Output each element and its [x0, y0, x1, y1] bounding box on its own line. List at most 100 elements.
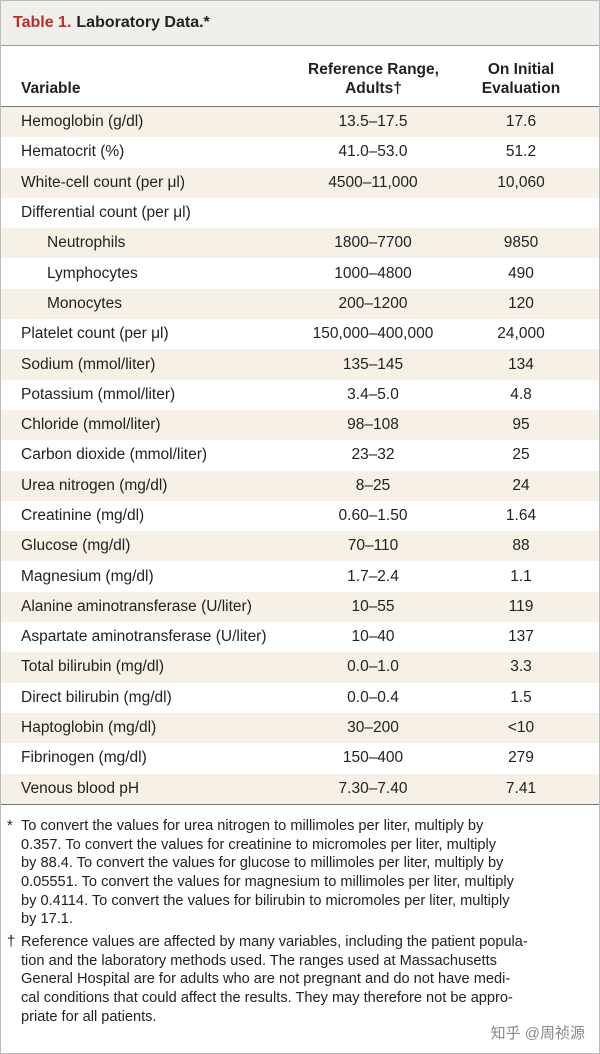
variable-cell: Lymphocytes — [47, 264, 138, 282]
variable-cell: Alanine aminotransferase (U/liter) — [21, 597, 252, 615]
variable-cell: Creatinine (mg/dl) — [21, 507, 145, 524]
value-cell: 4.8 — [510, 385, 532, 403]
reference-cell: 0.0–1.0 — [347, 658, 399, 676]
table-row: White-cell count (per μl) 4500–11,000 10,0… — [1, 167, 599, 198]
value-cell: 490 — [508, 264, 534, 282]
table-row: Fibrinogen (mg/dl) 150–400 279 — [1, 743, 599, 773]
value-cell: 24,000 — [497, 325, 545, 343]
footnote-symbol: * — [7, 817, 13, 834]
variable-cell: Aspartate aminotransferase (U/liter) — [21, 628, 267, 646]
title-bar: Table 1. Laboratory Data.* — [1, 1, 599, 46]
variable-cell: White-cell count (per μl) — [21, 173, 185, 191]
variable-cell: Venous blood pH — [21, 779, 140, 797]
value-cell: 24 — [512, 476, 530, 494]
table-row: Alanine aminotransferase (U/liter) 10–55 1… — [1, 591, 599, 623]
value-cell: <10 — [507, 719, 535, 737]
value-cell: 9850 — [503, 234, 539, 252]
variable-cell: Hemoglobin (g/dl) — [21, 113, 144, 131]
value-cell: 279 — [508, 749, 534, 767]
variable-cell: Neutrophils — [47, 234, 126, 252]
table-row: Magnesium (mg/dl) 1.7–2.4 1.1 — [1, 561, 599, 591]
footnote-line: 0.05551. To convert the values for magne… — [21, 873, 514, 890]
table-row: Creatinine (mg/dl) 0.60–1.50 1.64 — [1, 501, 599, 531]
value-cell: 51.2 — [505, 143, 537, 161]
variable-cell: Fibrinogen (mg/dl) — [21, 749, 147, 767]
table-row: Total bilirubin (mg/dl) 0.0–1.0 3.3 — [1, 652, 599, 683]
table-row: Carbon dioxide (mmol/liter) 23–32 25 — [1, 440, 599, 470]
variable-cell: Magnesium (mg/dl) — [21, 567, 154, 585]
table-row: Neutrophils 1800–7700 9850 — [1, 228, 599, 259]
reference-cell: 1800–7700 — [334, 234, 412, 252]
table-row: Differential count (per μl) — [1, 198, 599, 228]
value-cell: 10,060 — [497, 173, 545, 191]
reference-cell: 0.60–1.50 — [338, 507, 408, 524]
footnote: † Reference values are affected by many v… — [7, 933, 589, 1027]
value-cell: 7.41 — [505, 779, 537, 797]
footnote-line: by 17.1. — [21, 911, 73, 928]
table-row: Venous blood pH 7.30–7.40 7.41 — [1, 773, 599, 804]
value-cell: 1.1 — [510, 567, 532, 585]
reference-cell: 41.0–53.0 — [338, 143, 408, 161]
reference-cell: 98–108 — [347, 416, 399, 434]
reference-cell: 10–55 — [351, 597, 395, 615]
table-header: Variable Reference Range, Adults† On Ini… — [1, 46, 599, 107]
variable-cell: Monocytes — [47, 294, 122, 312]
footnote-symbol: † — [7, 934, 16, 951]
footnote-line: cal conditions that could affect the res… — [21, 990, 513, 1007]
reference-cell: 7.30–7.40 — [338, 779, 408, 797]
value-cell: 120 — [508, 294, 534, 312]
table-title: Laboratory Data.* — [76, 14, 210, 31]
footnote-body: Reference values are affected by many va… — [21, 933, 528, 1027]
value-cell: 88 — [512, 537, 530, 555]
variable-cell: Platelet count (per μl) — [21, 325, 169, 343]
reference-cell: 4500–11,000 — [328, 173, 418, 191]
table-row: Direct bilirubin (mg/dl) 0.0–0.4 1.5 — [1, 683, 599, 713]
variable-cell: Urea nitrogen (mg/dl) — [21, 476, 168, 494]
footnote-line: by 88.4. To convert the values for gluco… — [21, 855, 504, 872]
variable-cell: Hematocrit (%) — [21, 143, 125, 161]
value-cell: 119 — [508, 597, 534, 615]
reference-cell: 30–200 — [347, 719, 399, 737]
table-row: Aspartate aminotransferase (U/liter) 10–4… — [1, 622, 599, 652]
footnote-line: by 0.4114. To convert the values for bil… — [21, 892, 510, 909]
variable-cell: Haptoglobin (mg/dl) — [21, 719, 157, 737]
footnote: * To convert the values for urea nitrogen… — [7, 817, 589, 929]
reference-cell: 13.5–17.5 — [338, 113, 408, 131]
variable-cell: Direct bilirubin (mg/dl) — [21, 688, 172, 706]
column-header: Variable — [21, 80, 81, 97]
variable-cell: Sodium (mmol/liter) — [21, 355, 156, 373]
reference-cell: 1.7–2.4 — [347, 567, 399, 585]
footnotes: * To convert the values for urea nitrogen… — [1, 805, 599, 1027]
footnote-line: tion and the laboratory methods used. Th… — [21, 952, 497, 969]
variable-cell: Glucose (mg/dl) — [21, 537, 131, 555]
footnote-line: priate for all patients. — [21, 1008, 157, 1025]
variable-cell: Potassium (mmol/liter) — [21, 385, 176, 403]
column-header: Reference Range, Adults† — [308, 61, 439, 97]
reference-cell: 8–25 — [355, 476, 391, 494]
variable-cell: Total bilirubin (mg/dl) — [21, 658, 164, 676]
value-cell: 134 — [508, 355, 534, 373]
table-row: Chloride (mmol/liter) 98–108 95 — [1, 409, 599, 441]
variable-cell: Chloride (mmol/liter) — [21, 416, 161, 434]
reference-cell: 150,000–400,000 — [312, 325, 434, 343]
table-row: Platelet count (per μl) 150,000–400,000 24… — [1, 319, 599, 349]
table-row: Sodium (mmol/liter) 135–145 134 — [1, 349, 599, 380]
table-row: Glucose (mg/dl) 70–110 88 — [1, 531, 599, 562]
table-row: Monocytes 200–1200 120 — [1, 288, 599, 320]
reference-cell: 200–1200 — [338, 294, 408, 312]
table-body: Hemoglobin (g/dl) 13.5–17.5 17.6 Hematocrit… — [1, 107, 599, 805]
reference-cell: 150–400 — [342, 749, 404, 767]
footnote-line: 0.357. To convert the values for creatin… — [21, 836, 497, 853]
table-row: Hemoglobin (g/dl) 13.5–17.5 17.6 — [1, 107, 599, 138]
column-header: On Initial Evaluation — [481, 61, 561, 97]
footnote-line: Reference values are affected by many va… — [21, 934, 528, 951]
reference-cell: 135–145 — [342, 355, 404, 373]
footnote-line: General Hospital are for adults who are … — [21, 971, 511, 988]
footnote-body: To convert the values for urea nitrogen … — [21, 817, 514, 929]
table-row: Hematocrit (%) 41.0–53.0 51.2 — [1, 137, 599, 167]
table-row: Urea nitrogen (mg/dl) 8–25 24 — [1, 470, 599, 501]
variable-cell: Carbon dioxide (mmol/liter) — [21, 446, 208, 464]
reference-cell: 23–32 — [351, 446, 395, 464]
table-row: Haptoglobin (mg/dl) 30–200 <10 — [1, 712, 599, 744]
